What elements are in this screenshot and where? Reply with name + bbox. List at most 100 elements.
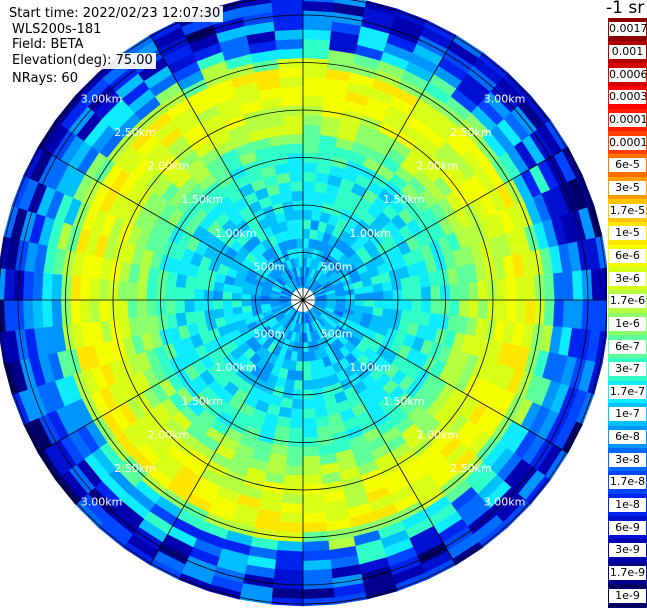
data-cell (302, 95, 325, 107)
colorbar-label: 3e-6 (609, 271, 646, 286)
data-cell (22, 299, 34, 330)
data-cell (302, 351, 310, 363)
data-cell (458, 282, 470, 301)
data-cell (69, 275, 82, 301)
range-ring-label: 3.00km (81, 93, 123, 106)
data-cell (281, 493, 304, 505)
colorbar-label: 0.0006 (609, 67, 646, 82)
azimuth-spoke (37, 299, 304, 454)
data-cell (302, 512, 327, 524)
data-cell (477, 299, 489, 320)
data-cell (524, 275, 537, 301)
data-cell (276, 47, 304, 60)
colorbar-label: 1.7e-8 (609, 475, 646, 490)
colorbar-label: 1e-5 (609, 226, 646, 241)
field-label: Field: BETA (12, 37, 87, 53)
nrays-label: NRays: 60 (12, 71, 81, 87)
range-ring-label: 2.00km (148, 428, 190, 441)
data-cell (295, 361, 304, 372)
data-cell (477, 280, 489, 301)
data-cell (302, 493, 325, 505)
range-ring-label: 3.00km (484, 496, 526, 509)
data-cell (284, 465, 304, 477)
data-cell (221, 291, 233, 301)
colorbar-label: 6e-8 (609, 430, 646, 445)
data-cell (562, 299, 575, 329)
range-ring-label: 1.50km (181, 193, 223, 206)
data-cell (302, 427, 318, 439)
colorbar-label: 3e-5 (609, 180, 646, 195)
range-ring-label: 500m (254, 328, 286, 341)
data-cell (302, 398, 315, 410)
data-cell (31, 271, 44, 301)
colorbar-label: 3e-9 (609, 543, 646, 558)
data-cell (543, 299, 556, 327)
data-cell (302, 85, 326, 98)
data-cell (221, 299, 233, 309)
data-cell (302, 171, 317, 183)
colorbar-label: 0.0003 (609, 90, 646, 105)
colorbar-label: 1e-6 (609, 316, 646, 331)
data-cell (381, 280, 394, 292)
data-cell (294, 218, 304, 230)
data-cell (496, 299, 508, 322)
data-cell (335, 295, 347, 301)
range-ring-label: 2.50km (114, 462, 156, 475)
data-cell (164, 299, 176, 315)
data-cell (88, 277, 101, 301)
data-cell (193, 288, 205, 301)
data-cell (590, 268, 603, 301)
data-cell (302, 133, 321, 145)
data-cell (98, 278, 110, 301)
data-cell (302, 66, 328, 79)
data-cell (505, 277, 518, 301)
data-cell (283, 114, 304, 126)
colorbar-label: 6e-9 (609, 520, 646, 535)
data-cell (302, 123, 322, 135)
data-cell (174, 299, 186, 314)
data-cell (302, 559, 332, 572)
colorbar-label: 0.0001 (609, 135, 646, 150)
data-cell (302, 190, 315, 202)
azimuth-spoke (302, 146, 569, 301)
data-cell (174, 286, 186, 301)
data-cell (50, 299, 63, 327)
data-cell (468, 299, 480, 319)
data-cell (449, 283, 461, 301)
data-cell (164, 285, 176, 301)
data-cell (275, 550, 304, 562)
data-cell (117, 299, 129, 320)
data-cell (302, 38, 331, 50)
data-cell (274, 559, 304, 572)
colorbar-label: 6e-6 (609, 248, 646, 263)
data-cell (212, 308, 225, 320)
data-cell (69, 299, 82, 325)
range-ring-label: 500m (321, 260, 353, 273)
data-cell (289, 417, 304, 429)
colorbar-label: 0.00017 (609, 112, 646, 127)
data-cell (222, 307, 234, 318)
data-cell (302, 380, 313, 391)
data-cell (293, 380, 304, 391)
data-cell (212, 290, 223, 301)
data-cell (288, 427, 304, 439)
data-cell (276, 540, 304, 553)
data-cell (271, 587, 304, 600)
data-cell (430, 299, 442, 315)
range-ring-label: 1.50km (383, 395, 425, 408)
data-cell (383, 290, 394, 301)
data-cell (0, 267, 6, 301)
data-cell (372, 282, 384, 293)
data-cell (271, 0, 304, 13)
colorbar-label: 3e-7 (609, 362, 646, 377)
colorbar-label: 1.7e-6 (609, 294, 646, 309)
data-cell (275, 38, 304, 50)
azimuth-spoke (149, 299, 304, 566)
colorbar-label: 6e-7 (609, 339, 646, 354)
data-cell (145, 283, 157, 301)
range-labels: 500m 500m 500m 500m 1.00km 1.00km 1.00km 1.00km… (81, 93, 526, 509)
data-cell (302, 161, 318, 173)
data-cell (50, 273, 63, 301)
data-cell (136, 299, 148, 318)
data-cell (193, 299, 205, 312)
